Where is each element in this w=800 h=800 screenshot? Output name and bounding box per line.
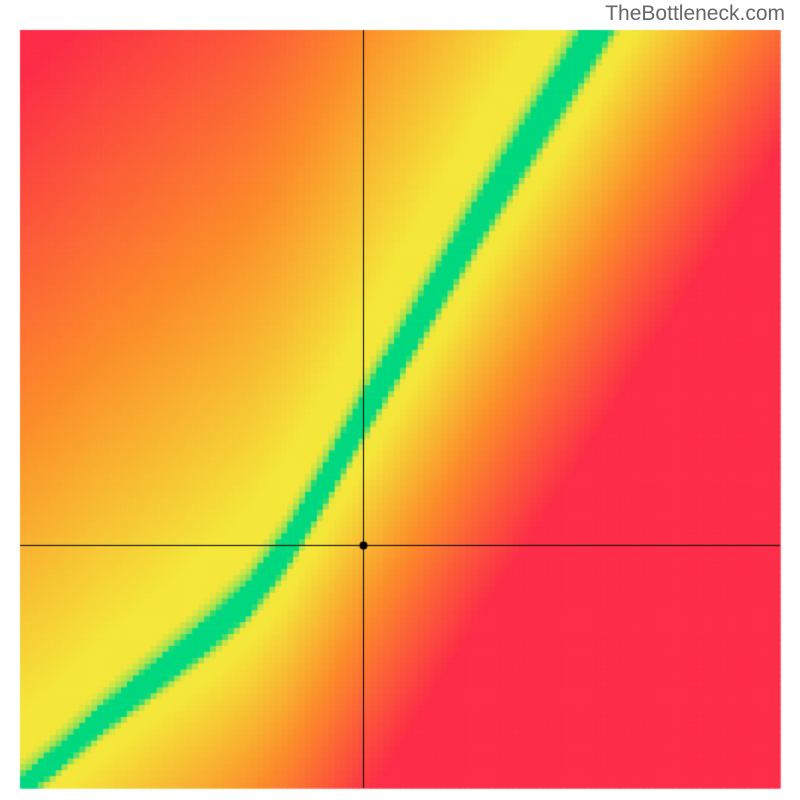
chart-container: TheBottleneck.com: [0, 0, 800, 800]
watermark-text: TheBottleneck.com: [605, 2, 785, 26]
bottleneck-heatmap: [0, 0, 800, 800]
